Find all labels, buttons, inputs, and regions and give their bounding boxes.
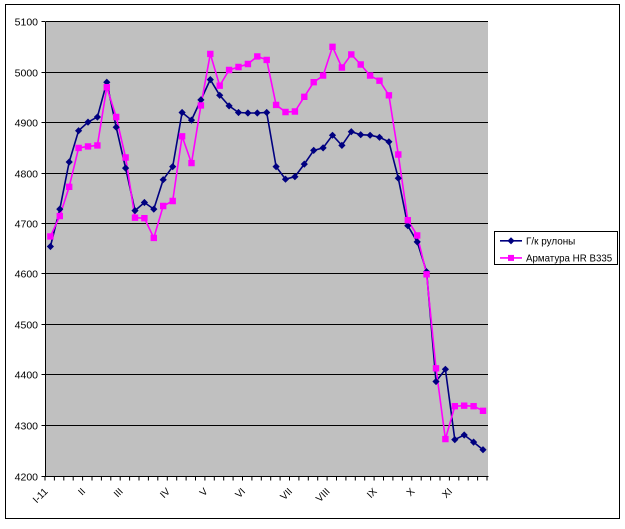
svg-text:5100: 5100 [15, 17, 39, 29]
svg-text:4400: 4400 [15, 370, 39, 382]
svg-text:4700: 4700 [15, 219, 39, 231]
svg-text:4600: 4600 [15, 269, 39, 281]
svg-text:4200: 4200 [15, 472, 39, 484]
svg-text:4500: 4500 [15, 320, 39, 332]
svg-text:Арматура HR B335: Арматура HR B335 [526, 253, 613, 264]
svg-text:Г/к рулоны: Г/к рулоны [526, 236, 575, 247]
svg-text:4800: 4800 [15, 169, 39, 181]
svg-text:4300: 4300 [15, 421, 39, 433]
svg-text:4900: 4900 [15, 118, 39, 130]
svg-text:II: II [76, 486, 88, 498]
svg-text:5000: 5000 [15, 68, 39, 80]
